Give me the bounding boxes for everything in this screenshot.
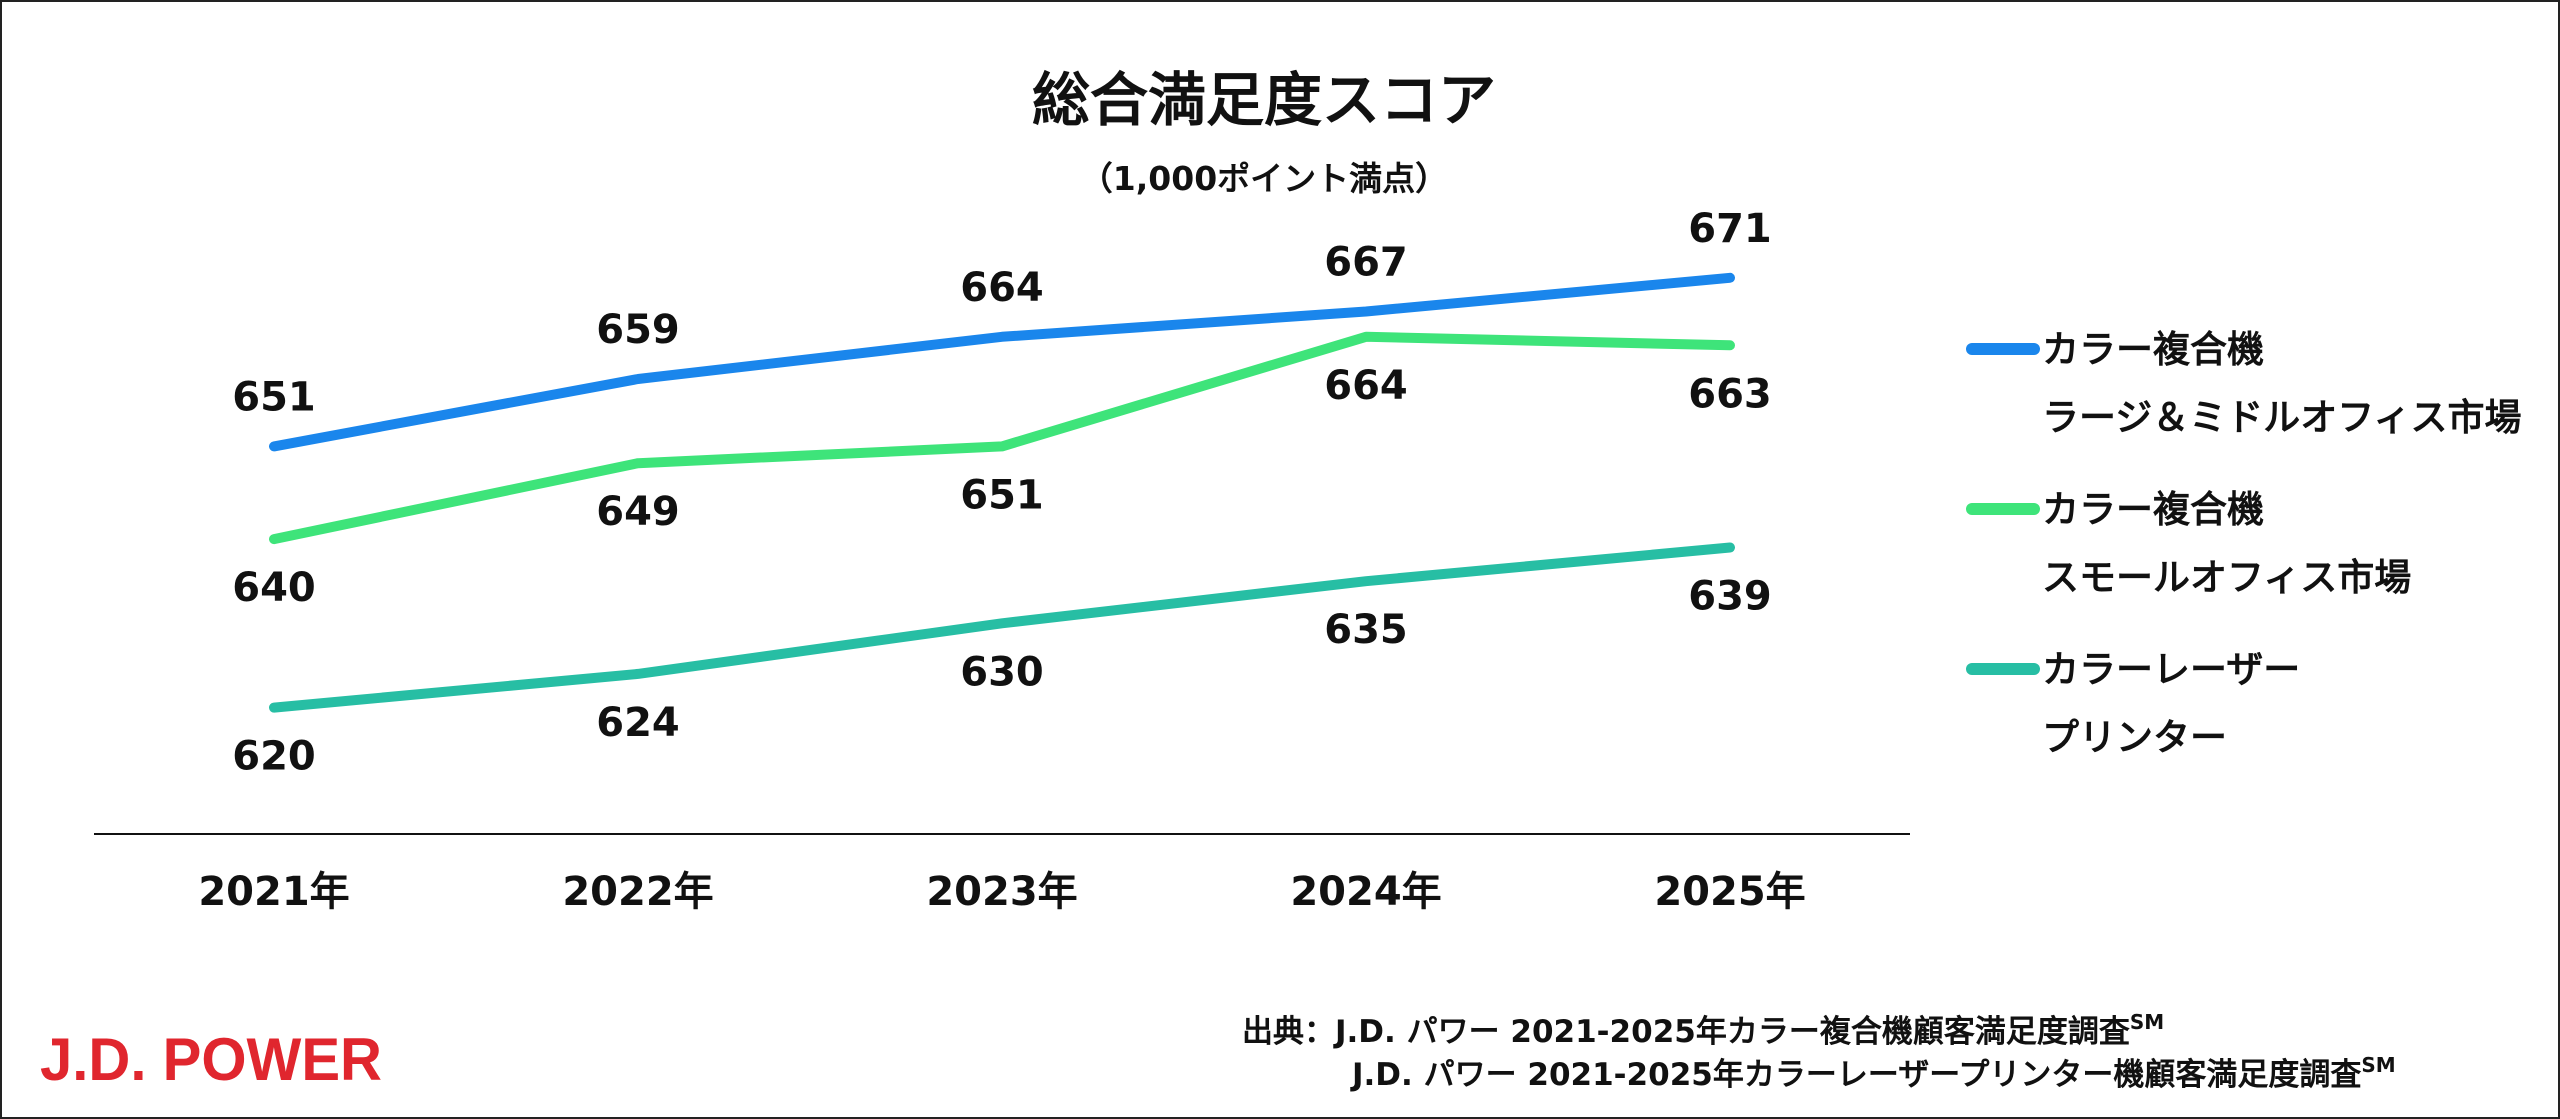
data-label: 664 [1324, 363, 1408, 409]
data-label: 663 [1688, 371, 1772, 417]
data-label: 620 [232, 734, 316, 780]
x-tick-label: 2022年 [562, 869, 713, 915]
legend: カラー複合機ラージ＆ミドルオフィス市場カラー複合機スモールオフィス市場カラーレー… [1966, 328, 2522, 759]
series-line-3 [269, 542, 1735, 713]
legend-label: プリンター [2042, 716, 2227, 759]
data-label: 640 [232, 565, 316, 611]
source-superscript-1: SM [2130, 1010, 2164, 1034]
source-superscript-2: SM [2361, 1053, 2395, 1077]
jd-power-logo: J.D. POWER [40, 1026, 382, 1093]
series-layer [269, 272, 1735, 713]
source-note: 出典：J.D. パワー 2021-2025年カラー複合機顧客満足度調査SM J.… [1242, 1010, 2396, 1093]
legend-label: カラー複合機 [2042, 488, 2264, 531]
data-label: 635 [1324, 607, 1408, 653]
chart-title: 総合満足度スコア [1032, 66, 1496, 134]
data-label: 630 [960, 649, 1044, 695]
x-tick-label: 2024年 [1290, 869, 1441, 915]
legend-label: ラージ＆ミドルオフィス市場 [2042, 396, 2522, 439]
series-line-1 [269, 272, 1735, 452]
source-line-2: J.D. パワー 2021-2025年カラーレーザープリンター機顧客満足度調査 [1350, 1057, 2361, 1093]
data-label: 671 [1688, 206, 1772, 252]
source-prefix: 出典： [1242, 1014, 1335, 1050]
legend-label: スモールオフィス市場 [2042, 556, 2411, 599]
x-tick-label: 2023年 [926, 869, 1077, 915]
data-label: 667 [1324, 240, 1408, 286]
source-line-1: J.D. パワー 2021-2025年カラー複合機顧客満足度調査 [1333, 1014, 2130, 1050]
legend-label: カラーレーザー [2042, 648, 2300, 691]
data-label: 639 [1688, 574, 1772, 620]
chart-subtitle: （1,000ポイント満点） [1080, 159, 1448, 198]
data-label: 659 [596, 307, 680, 353]
data-label-layer: 651 659 664 667 671 640 649 651 664 663 620 624 630 6… [232, 206, 1772, 780]
data-label: 664 [960, 265, 1044, 311]
data-label: 651 [960, 472, 1044, 518]
legend-label: カラー複合機 [2042, 328, 2264, 371]
svg-text:出典：J.D. パワー 2021-2025年カラー複合機顧客: 出典：J.D. パワー 2021-2025年カラー複合機顧客満足度調査SM [1242, 1010, 2164, 1050]
data-label: 651 [232, 374, 316, 420]
series-line-2 [269, 331, 1735, 545]
data-label: 624 [596, 700, 680, 746]
x-axis-ticks: 2021年 2022年 2023年 2024年 2025年 [198, 869, 1805, 915]
svg-text:J.D. パワー 2021-2025年カラーレーザープリンタ: J.D. パワー 2021-2025年カラーレーザープリンター機顧客満足度調査S… [1350, 1053, 2396, 1093]
data-label: 649 [596, 489, 680, 535]
x-tick-label: 2021年 [198, 869, 349, 915]
x-tick-label: 2025年 [1654, 869, 1805, 915]
